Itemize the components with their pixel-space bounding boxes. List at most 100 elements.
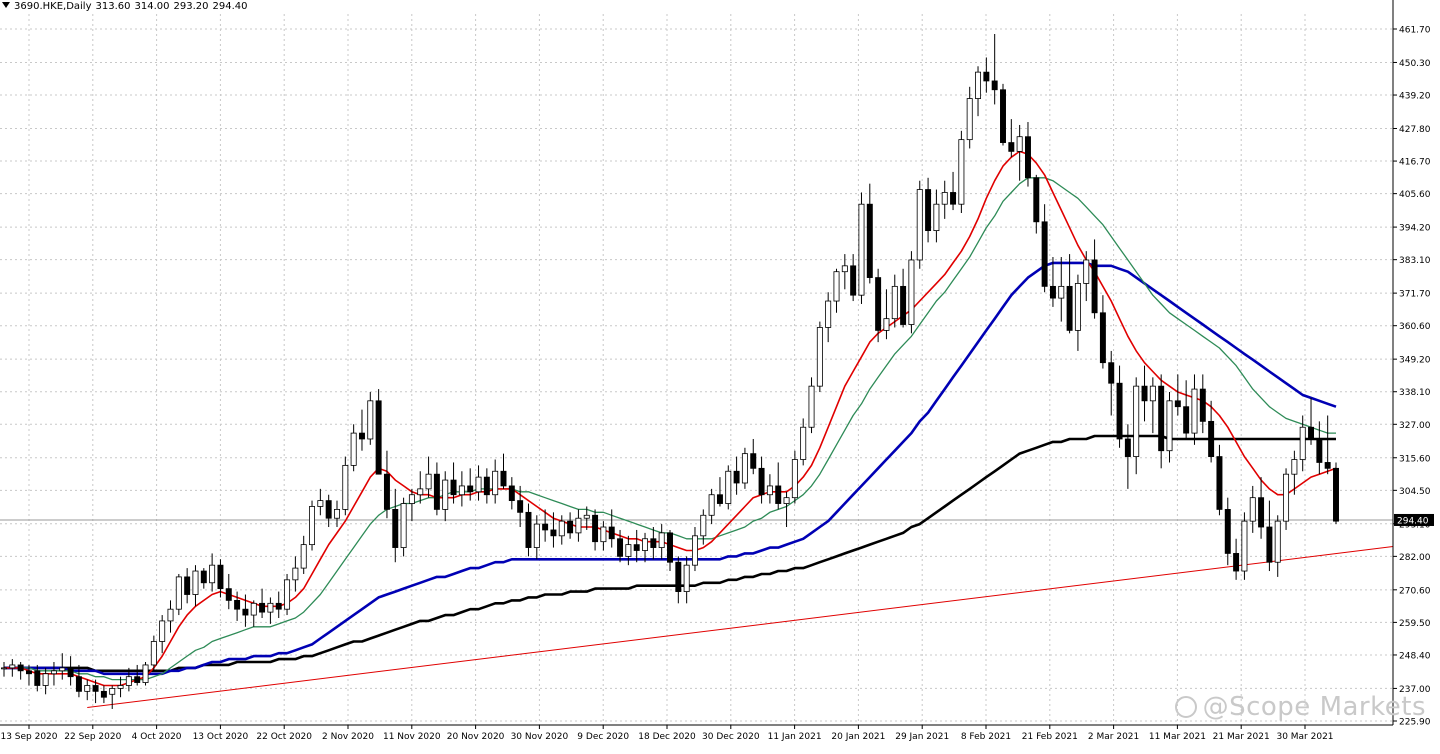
candle-body-up	[59, 667, 66, 672]
y-tick-label: 270.60	[1399, 586, 1431, 596]
candle-body-down	[1308, 426, 1315, 440]
candle-body-down	[92, 685, 99, 692]
candle-body-down	[991, 80, 998, 91]
y-tick-label: 259.50	[1399, 619, 1431, 629]
x-tick-label: 22 Sep 2020	[64, 732, 121, 742]
candle-body-up	[683, 564, 690, 592]
candle-body-down	[608, 526, 615, 540]
candle-body-down	[1183, 406, 1190, 434]
candle	[375, 389, 382, 475]
y-tick-label: 450.30	[1399, 59, 1431, 69]
candle-body-down	[716, 494, 723, 504]
candle-body-up	[492, 470, 499, 496]
candle	[866, 183, 873, 284]
candle-body-down	[100, 690, 107, 698]
candle	[858, 192, 865, 304]
candle-body-up	[267, 602, 274, 613]
candle	[334, 500, 340, 528]
candle-body-up	[600, 526, 607, 543]
candle-body-down	[383, 473, 390, 510]
candle-body-down	[1041, 221, 1048, 287]
candle	[1024, 122, 1031, 187]
x-tick-label: 30 Nov 2020	[511, 732, 569, 742]
candle-body-down	[325, 500, 332, 519]
x-tick-label: 4 Oct 2020	[132, 732, 182, 742]
candle	[1008, 119, 1015, 158]
candle	[608, 509, 615, 548]
candle-body-down	[25, 670, 32, 675]
candle	[1041, 204, 1048, 293]
candle	[1058, 257, 1065, 322]
candle-body-down	[758, 467, 765, 496]
candle	[675, 556, 682, 604]
candle-body-up	[175, 576, 182, 610]
candle	[1124, 424, 1131, 489]
candle-body-up	[583, 514, 590, 519]
candle	[367, 392, 374, 445]
candle	[991, 33, 998, 105]
candle	[750, 438, 757, 475]
candle-body-up	[691, 535, 698, 566]
candle	[117, 676, 124, 698]
candle-body-up	[442, 479, 449, 510]
candle-body-down	[675, 561, 682, 592]
candle	[267, 597, 274, 624]
candle	[1308, 397, 1315, 445]
candle-body-down	[567, 520, 574, 534]
candle	[442, 471, 449, 522]
candle-body-down	[375, 400, 382, 475]
candle	[300, 535, 307, 574]
y-tick-label: 327.00	[1399, 421, 1431, 431]
candle	[192, 565, 199, 607]
candle	[650, 527, 657, 560]
candle	[1199, 374, 1206, 434]
candle	[791, 450, 798, 504]
candle-body-down	[1099, 312, 1106, 364]
candle	[467, 468, 474, 501]
candle-body-down	[1216, 456, 1223, 510]
candle	[17, 662, 24, 680]
candle	[92, 679, 99, 704]
candle-body-down	[500, 470, 507, 487]
candle	[67, 656, 74, 686]
candle	[975, 66, 982, 117]
candle	[433, 462, 440, 516]
candle-body-up	[408, 494, 415, 504]
candle-body-down	[1333, 467, 1339, 522]
candle	[550, 512, 557, 548]
candle	[42, 667, 49, 695]
candle-body-up	[883, 318, 890, 331]
candle-body-down	[1000, 89, 1006, 143]
x-tick-label: 22 Oct 2020	[256, 732, 312, 742]
x-tick-label: 29 Jan 2021	[895, 732, 949, 742]
y-tick-label: 338.10	[1399, 388, 1431, 398]
candle	[1291, 450, 1298, 495]
axes: 461.70 450.30 439.20 427.80 416.70 405.60 394.…	[0, 0, 1434, 742]
candle	[1133, 377, 1140, 475]
candle	[783, 491, 790, 528]
candle	[1316, 421, 1323, 475]
x-tick-label: 30 Mar 2021	[1276, 732, 1333, 742]
candle-body-down	[517, 500, 524, 513]
dropdown-triangle-icon[interactable]	[2, 2, 10, 8]
candle-body-up	[833, 271, 840, 302]
candle-body-down	[1266, 526, 1273, 563]
candle-body-down	[392, 509, 399, 548]
candle	[1108, 350, 1115, 416]
candle-body-up	[841, 265, 848, 273]
candle-body-down	[1008, 142, 1015, 152]
candle	[317, 488, 324, 516]
candle-body-up	[975, 71, 982, 99]
candle	[825, 292, 832, 343]
candle-body-down	[983, 71, 990, 82]
candle	[492, 459, 499, 504]
grid	[0, 14, 1393, 725]
candle-body-up	[1299, 426, 1306, 460]
candle-body-up	[1058, 285, 1065, 299]
candle	[1249, 485, 1256, 533]
candle	[350, 424, 357, 472]
trendline-layer	[87, 546, 1394, 708]
candle-body-down	[650, 538, 657, 548]
